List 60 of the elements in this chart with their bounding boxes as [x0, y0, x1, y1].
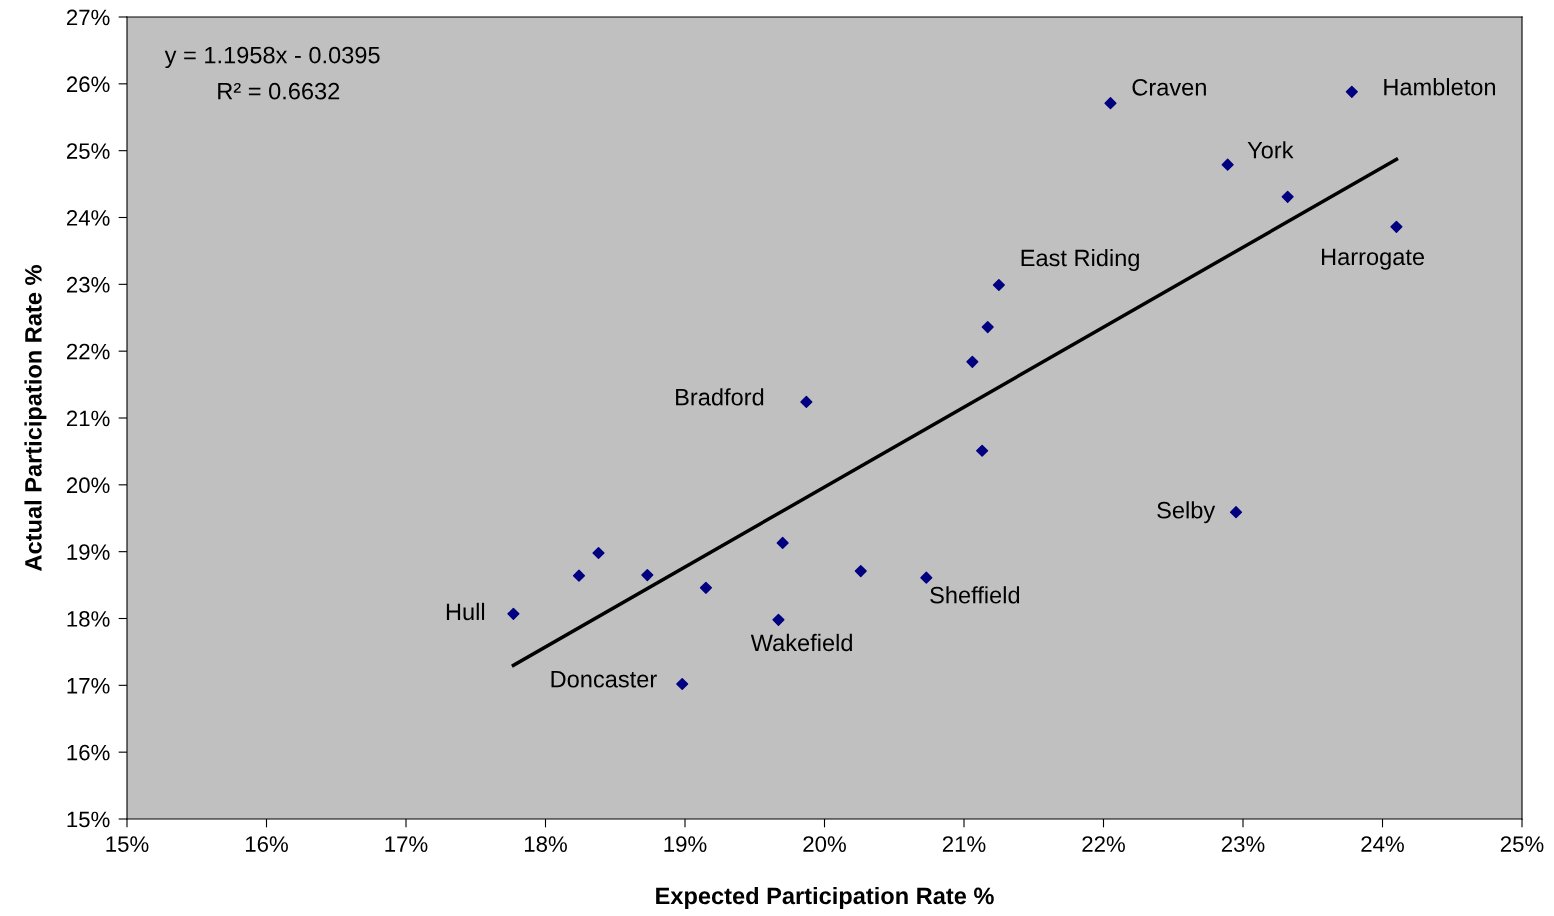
y-tick-label: 21%: [66, 410, 110, 427]
point: [592, 546, 605, 560]
point: [1345, 85, 1358, 98]
annotation: y = 1.1958x - 0.0395: [164, 46, 380, 69]
annotation: Craven: [1132, 78, 1206, 96]
x-tick-label: 23%: [1221, 836, 1265, 852]
point: [981, 321, 994, 334]
y-tick-label: 24%: [66, 210, 110, 226]
point: [1281, 190, 1294, 203]
x-tick-label: 19%: [664, 836, 707, 852]
y-axis-title: Actual Participation Rate %: [24, 265, 47, 571]
x-tick-label: 20%: [803, 836, 846, 852]
point: [641, 568, 654, 582]
annotation: Wakefield: [750, 633, 852, 652]
point: [1229, 506, 1243, 519]
point: [966, 355, 979, 368]
x-tick-label: 15%: [106, 836, 149, 852]
point: [1221, 158, 1234, 171]
annotation: Sheffield: [930, 586, 1020, 604]
point: [1104, 97, 1117, 110]
x-axis-title: Expected Participation Rate %: [656, 886, 994, 909]
point: [992, 278, 1005, 292]
point: [920, 571, 933, 584]
annotation: Selby: [1157, 501, 1216, 524]
x-tick-label: 24%: [1361, 836, 1404, 852]
point: [772, 613, 785, 626]
y-tick-label: 18%: [67, 611, 110, 627]
annotation: York: [1247, 141, 1294, 159]
point: [507, 607, 520, 620]
y-tick-label: 19%: [67, 544, 110, 560]
y-tick-label: 27%: [66, 9, 110, 26]
point: [572, 569, 586, 582]
point: [976, 444, 989, 457]
x-tick-label: 18%: [524, 836, 567, 852]
x-tick-label: 17%: [385, 836, 428, 852]
y-tick-label: 15%: [67, 811, 110, 828]
y-tick-label: 17%: [67, 677, 110, 694]
point: [800, 395, 813, 409]
annotation: Hull: [446, 602, 485, 621]
annotation: R² = 0.6632: [218, 82, 340, 100]
annotation: Doncaster: [551, 671, 657, 688]
y-tick-label: 23%: [66, 276, 110, 293]
y-tick-label: 25%: [66, 143, 110, 159]
x-tick-label: 21%: [942, 836, 986, 852]
y-tick-label: 20%: [66, 477, 110, 494]
annotation: East Riding: [1021, 249, 1139, 272]
annotation: Hambleton: [1384, 78, 1496, 96]
x-tick-label: 16%: [245, 836, 288, 852]
point: [1390, 220, 1403, 233]
annotation: Harrogate: [1322, 248, 1425, 270]
x-tick-label: 25%: [1500, 836, 1544, 852]
point: [699, 581, 712, 594]
y-tick-label: 16%: [67, 744, 110, 761]
y-tick-label: 26%: [66, 76, 110, 93]
point: [676, 677, 689, 691]
point: [776, 536, 789, 550]
y-tick-label: 22%: [66, 343, 110, 360]
x-tick-label: 22%: [1082, 836, 1125, 852]
point: [854, 564, 867, 578]
annotation: Bradford: [676, 388, 764, 406]
